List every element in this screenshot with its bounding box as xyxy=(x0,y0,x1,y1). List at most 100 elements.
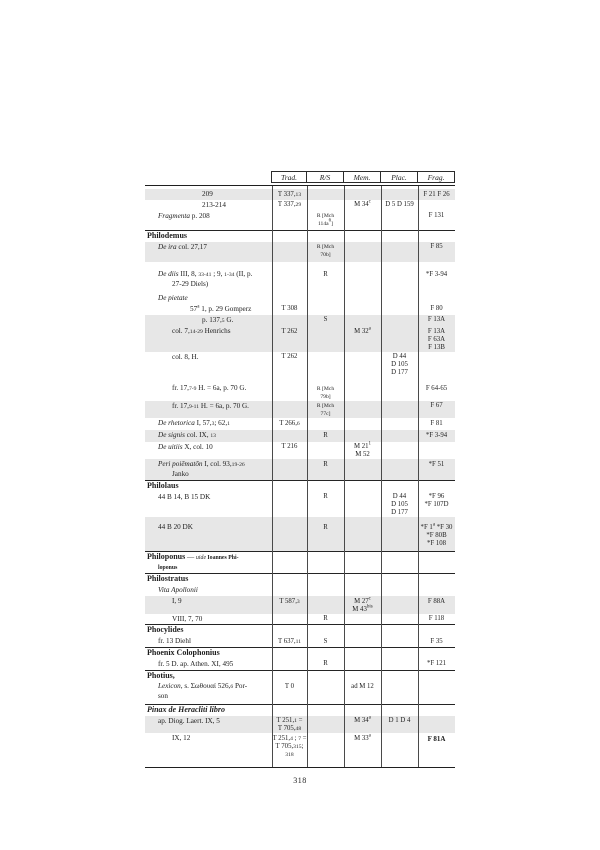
cell-frag xyxy=(418,352,455,378)
text-segment: a xyxy=(432,522,436,528)
text-segment: F 13A xyxy=(427,316,446,324)
cell-frag: *F 3-94 xyxy=(418,430,455,442)
text-segment: H. = 6a, p. 70 G. xyxy=(196,384,247,393)
entry-label: De pietate xyxy=(145,293,272,304)
text-segment: M 43 xyxy=(352,605,367,613)
text-segment: *F 1 xyxy=(420,523,433,531)
value-line: R xyxy=(307,461,344,469)
text-segment: M 34 xyxy=(354,717,369,725)
label-line: Photius, xyxy=(145,671,270,681)
cell-frag: F 118 xyxy=(418,614,455,625)
label-line: col. 7,14-29 Henrichs xyxy=(145,327,270,337)
cell-trad: T 262 xyxy=(272,326,307,352)
cell-rs: R [Mch 114a6] xyxy=(307,211,344,229)
cell-plac xyxy=(381,574,418,585)
cell-mem xyxy=(344,522,381,548)
cell-mem xyxy=(344,648,381,659)
text-segment: F 85 xyxy=(430,243,443,251)
value-line: M 52 xyxy=(344,451,381,459)
value-line: F 13A xyxy=(418,328,455,336)
text-segment: — xyxy=(185,552,197,561)
cell-plac xyxy=(381,442,418,460)
text-segment: IX, 12 xyxy=(172,734,191,743)
table-row: VIII, 7, 70 R F 118 xyxy=(145,614,455,625)
text-segment: Peri poiēmatōn xyxy=(158,460,203,469)
cell-frag xyxy=(418,200,455,211)
text-segment: T 262 xyxy=(281,327,298,335)
text-segment: Por- xyxy=(233,682,248,691)
cell-frag xyxy=(418,442,455,460)
text-segment: 1 xyxy=(227,421,230,428)
cell-plac xyxy=(381,418,418,430)
entry-label: De signis col. IX, 13 xyxy=(145,430,272,442)
value-line: *F 108 xyxy=(418,540,455,548)
column-header: R/S xyxy=(306,171,344,183)
text-segment: F 88A xyxy=(427,597,446,605)
column-divider xyxy=(418,186,419,767)
table-row: Philolaus xyxy=(145,480,455,492)
cell-mem xyxy=(344,636,381,647)
label-line: 57a 1, p. 29 Gomperz xyxy=(145,304,270,314)
cell-trad: T 216 xyxy=(272,442,307,460)
cell-frag: *F 3-94 xyxy=(418,269,455,290)
value-line: 79b] xyxy=(307,393,344,401)
value-line: T 262 xyxy=(272,328,307,336)
cell-rs xyxy=(307,681,344,702)
text-segment: *F 96 xyxy=(428,493,445,501)
entry-label: Lexicon, s. Σωθουαί 526,6 Por-son xyxy=(145,681,272,702)
text-segment: R [Mch xyxy=(316,403,335,410)
cell-plac: D 5 D 159 xyxy=(381,200,418,211)
text-segment: col. IX, xyxy=(184,431,211,440)
label-line: De pietate xyxy=(145,294,270,303)
entry-label: Peri poiēmatōn I, col. 93,19-26 Janko xyxy=(145,459,272,480)
value-line: M 34c xyxy=(344,200,381,209)
cell-trad xyxy=(272,269,307,290)
cell-rs xyxy=(307,231,344,242)
cell-mem xyxy=(344,315,381,327)
text-segment: 44 B 20 DK xyxy=(158,523,193,532)
table-row: Philostratus xyxy=(145,573,455,585)
cell-mem xyxy=(344,293,381,304)
value-line: R xyxy=(307,493,344,501)
label-line: son xyxy=(145,692,270,701)
table-row: p. 137,5 G. S F 13A xyxy=(145,314,455,327)
value-line: M 34a xyxy=(344,716,381,725)
cell-plac xyxy=(381,211,418,229)
text-segment: 77c] xyxy=(320,411,331,418)
cell-trad xyxy=(272,315,307,327)
text-segment: T 705, xyxy=(277,725,296,733)
table-row: 44 B 20 DK R *F 1a *F 30 *F 80B *F 108 xyxy=(145,517,455,551)
value-line: S xyxy=(307,316,344,324)
cell-rs xyxy=(307,200,344,211)
value-line: T 587,3 xyxy=(272,598,307,606)
text-segment: De ira xyxy=(158,242,177,251)
text-segment: T 262 xyxy=(281,353,298,361)
text-segment: *F 107D xyxy=(424,501,449,509)
table-row: Philodemus xyxy=(145,230,455,242)
cell-rs: S xyxy=(307,315,344,327)
text-segment: 213-214 xyxy=(202,200,226,209)
cell-mem xyxy=(344,383,381,401)
table-row: col. 8, H. T 262 D 44 D 105 D 177 xyxy=(145,352,455,381)
text-segment: 114a xyxy=(317,221,329,228)
entry-label: fr. 13 Diehl xyxy=(145,636,272,647)
text-segment: c xyxy=(368,596,371,602)
cell-trad: T 0 xyxy=(272,681,307,702)
text-segment: S xyxy=(323,316,328,324)
cell-trad xyxy=(272,231,307,242)
text-segment: fr. 17, xyxy=(172,384,189,393)
text-segment: D 177 xyxy=(391,369,408,377)
text-segment: 318 xyxy=(285,751,294,758)
value-line: D 44 xyxy=(381,493,418,501)
entry-label: Vita Apollonii xyxy=(145,585,272,596)
value-line: S xyxy=(307,638,344,646)
value-line: F 63A xyxy=(418,336,455,344)
text-segment: = xyxy=(296,717,303,725)
cell-mem: M 33a xyxy=(344,733,381,759)
entry-label: Phocylides xyxy=(145,625,272,636)
label-line: 213-214 xyxy=(145,201,270,210)
cell-mem xyxy=(344,574,381,585)
text-segment: Henrichs xyxy=(202,327,231,336)
text-segment: D 105 xyxy=(391,361,408,369)
cell-frag: F 81 xyxy=(418,418,455,430)
